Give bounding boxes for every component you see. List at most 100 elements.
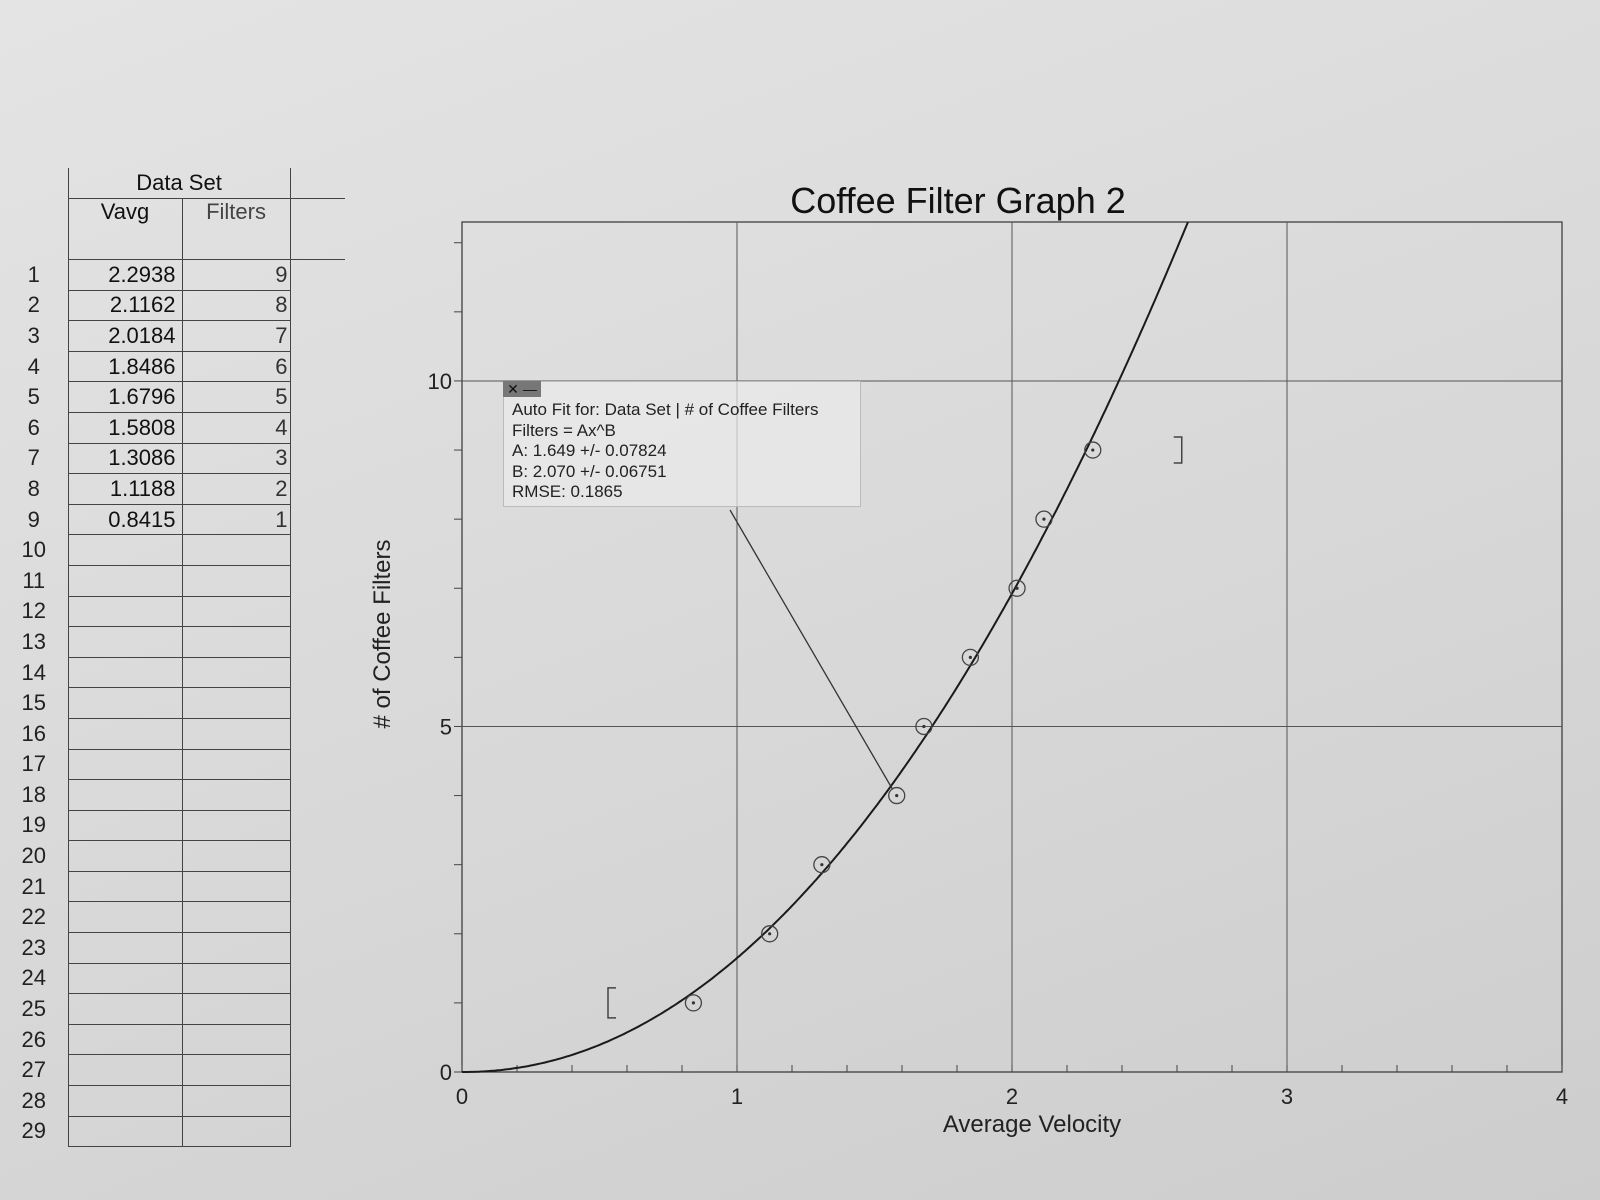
cell-filters[interactable]: [181, 871, 291, 903]
table-row[interactable]: 22: [0, 901, 345, 934]
cell-vavg[interactable]: [67, 534, 182, 566]
cell-filters[interactable]: [181, 565, 291, 597]
cell-filters[interactable]: [181, 1054, 291, 1087]
fit-param-a: A: 1.649 +/- 0.07824: [512, 441, 667, 460]
range-bracket-left[interactable]: [607, 987, 616, 1019]
cell-filters[interactable]: [181, 596, 291, 628]
table-row[interactable]: 27: [0, 1054, 345, 1087]
column-header-filters[interactable]: Filters: [181, 198, 291, 260]
cell-filters[interactable]: [181, 687, 291, 719]
data-point: [915, 717, 933, 736]
auto-fit-box[interactable]: ✕ — Auto Fit for: Data Set | # of Coffee…: [503, 381, 861, 507]
cell-vavg[interactable]: [67, 1116, 182, 1148]
table-row[interactable]: 3 2.0184 7: [0, 320, 345, 352]
minimize-icon[interactable]: —: [522, 381, 537, 397]
table-row[interactable]: 28: [0, 1085, 345, 1117]
cell-filters[interactable]: [181, 657, 291, 689]
table-row[interactable]: 25: [0, 993, 345, 1025]
cell-vavg[interactable]: 1.6796: [67, 381, 182, 413]
cell-vavg[interactable]: [67, 871, 182, 903]
cell-vavg[interactable]: 1.8486: [67, 351, 182, 383]
table-row[interactable]: 21: [0, 871, 345, 903]
table-row[interactable]: 17: [0, 749, 345, 781]
close-icon[interactable]: ✕ —: [503, 381, 541, 397]
cell-vavg[interactable]: [67, 1024, 182, 1056]
table-row[interactable]: 16: [0, 718, 345, 750]
cell-filters[interactable]: [181, 626, 291, 658]
cell-filters[interactable]: 2: [181, 473, 291, 505]
cell-filters[interactable]: 5: [181, 381, 291, 413]
cell-filters[interactable]: [181, 901, 291, 934]
cell-filters[interactable]: [181, 1085, 291, 1117]
cell-filters[interactable]: [181, 963, 291, 995]
cell-filters[interactable]: [181, 993, 291, 1025]
cell-filters[interactable]: [181, 1116, 291, 1148]
table-row[interactable]: 8 1.1188 2: [0, 473, 345, 505]
cell-filters[interactable]: [181, 718, 291, 750]
cell-vavg[interactable]: [67, 810, 182, 842]
data-point: [813, 856, 831, 874]
table-row[interactable]: 12: [0, 596, 345, 628]
cell-vavg[interactable]: [67, 1085, 182, 1117]
table-row[interactable]: 9 0.8415 1: [0, 504, 345, 536]
table-row[interactable]: 10: [0, 534, 345, 566]
cell-filters[interactable]: [181, 749, 291, 781]
close-glyph[interactable]: ✕: [507, 381, 519, 397]
cell-filters[interactable]: 8: [181, 290, 291, 322]
table-row[interactable]: 19: [0, 810, 345, 842]
cell-vavg[interactable]: [67, 932, 182, 964]
cell-vavg[interactable]: 2.0184: [67, 320, 182, 352]
table-row[interactable]: 1 2.2938 9: [0, 259, 345, 291]
table-row[interactable]: 24: [0, 963, 345, 995]
cell-vavg[interactable]: [67, 749, 182, 781]
cell-vavg[interactable]: 1.3086: [67, 443, 182, 475]
row-number: 18: [21, 781, 46, 807]
cell-filters[interactable]: 7: [181, 320, 291, 352]
range-bracket-right[interactable]: [1173, 436, 1183, 464]
table-row[interactable]: 20: [0, 840, 345, 872]
cell-vavg[interactable]: [67, 718, 182, 750]
table-row[interactable]: 4 1.8486 6: [0, 351, 345, 383]
column-header-vavg[interactable]: Vavg: [67, 198, 182, 260]
cell-filters[interactable]: [181, 840, 291, 872]
table-row[interactable]: 7 1.3086 3: [0, 443, 345, 475]
cell-vavg[interactable]: [67, 963, 182, 995]
cell-vavg[interactable]: [67, 626, 182, 658]
table-row[interactable]: 26: [0, 1024, 345, 1056]
cell-vavg[interactable]: [67, 596, 182, 628]
cell-filters[interactable]: [181, 1024, 291, 1056]
cell-vavg[interactable]: [67, 901, 182, 934]
cell-filters[interactable]: 4: [181, 412, 291, 444]
table-row[interactable]: 18: [0, 779, 345, 811]
cell-filters[interactable]: 3: [181, 443, 291, 475]
cell-filters[interactable]: [181, 932, 291, 964]
cell-filters[interactable]: [181, 810, 291, 842]
cell-vavg[interactable]: [67, 565, 182, 597]
table-row[interactable]: 5 1.6796 5: [0, 381, 345, 413]
cell-filters[interactable]: 1: [181, 504, 291, 536]
cell-vavg[interactable]: 2.1162: [67, 290, 182, 322]
cell-vavg[interactable]: [67, 657, 182, 689]
cell-vavg[interactable]: 1.5808: [67, 412, 182, 444]
table-row[interactable]: 29: [0, 1116, 345, 1148]
table-row[interactable]: 6 1.5808 4: [0, 412, 345, 444]
cell-filters[interactable]: 9: [181, 259, 291, 291]
cell-vavg[interactable]: 1.1188: [67, 473, 182, 505]
cell-filters[interactable]: [181, 534, 291, 566]
cell-vavg[interactable]: [67, 1054, 182, 1087]
table-row[interactable]: 13: [0, 626, 345, 658]
cell-vavg[interactable]: [67, 779, 182, 811]
table-row[interactable]: 2 2.1162 8: [0, 290, 345, 322]
cell-filters[interactable]: 6: [181, 351, 291, 383]
table-row[interactable]: 23: [0, 932, 345, 964]
cell-vavg[interactable]: [67, 993, 182, 1025]
table-row[interactable]: 11: [0, 565, 345, 597]
cell-vavg[interactable]: [67, 840, 182, 872]
cell-filters[interactable]: [181, 779, 291, 811]
cell-vavg[interactable]: [67, 687, 182, 719]
table-row[interactable]: 15: [0, 687, 345, 719]
table-row[interactable]: 14: [0, 657, 345, 689]
y-tick-label: 10: [428, 369, 452, 394]
cell-vavg[interactable]: 0.8415: [67, 504, 182, 536]
cell-vavg[interactable]: 2.2938: [67, 259, 182, 291]
